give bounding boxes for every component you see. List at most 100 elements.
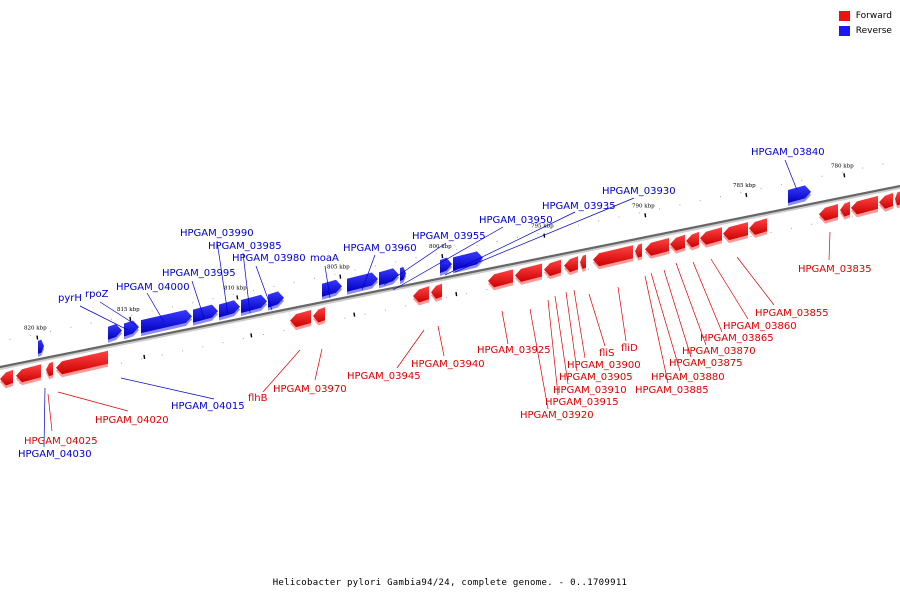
tick-label: 805 kbp — [327, 265, 350, 271]
forward-gene-label[interactable]: HPGAM_03875 — [669, 358, 743, 369]
reverse-gene[interactable] — [38, 339, 44, 357]
reverse-gene[interactable] — [788, 185, 811, 207]
forward-gene-label[interactable]: HPGAM_03945 — [347, 371, 421, 382]
reverse-gene-label[interactable]: HPGAM_04030 — [18, 449, 92, 460]
forward-gene[interactable] — [544, 259, 561, 280]
forward-gene[interactable] — [313, 307, 325, 326]
reverse-gene-label[interactable]: HPGAM_03980 — [232, 253, 306, 264]
reverse-gene-label[interactable]: HPGAM_03950 — [479, 215, 553, 226]
reverse-gene[interactable] — [219, 300, 240, 321]
forward-gene-label[interactable]: fliD — [621, 343, 638, 354]
forward-gene[interactable] — [16, 364, 41, 386]
reverse-gene[interactable] — [268, 291, 284, 311]
forward-leader-line — [828, 231, 831, 261]
reverse-gene-label[interactable]: HPGAM_04000 — [116, 282, 190, 293]
gene-arrow — [840, 201, 850, 217]
reverse-gene[interactable] — [322, 279, 342, 300]
gene-arrow — [108, 323, 122, 340]
reverse-leader-line — [43, 387, 46, 448]
reverse-gene-label[interactable]: HPGAM_03955 — [412, 231, 486, 242]
gene-arrow — [141, 309, 192, 334]
forward-gene-label[interactable]: HPGAM_03865 — [700, 333, 774, 344]
forward-gene[interactable] — [749, 218, 767, 238]
gene-arrow — [268, 291, 284, 308]
reverse-gene[interactable] — [347, 272, 378, 295]
genome-caption: Helicobacter pylori Gambia94/24, complet… — [272, 578, 628, 588]
forward-gene[interactable] — [645, 237, 669, 259]
gene-arrow — [0, 369, 13, 386]
forward-gene[interactable] — [0, 369, 13, 389]
reverse-gene[interactable] — [400, 266, 406, 285]
forward-gene-label[interactable]: HPGAM_03970 — [273, 384, 347, 395]
forward-gene-label[interactable]: HPGAM_03940 — [411, 359, 485, 370]
reverse-gene-label[interactable]: HPGAM_03985 — [208, 241, 282, 252]
reverse-gene-label[interactable]: moaA — [310, 253, 339, 264]
forward-gene[interactable] — [723, 222, 748, 244]
forward-gene[interactable] — [515, 263, 542, 285]
forward-gene[interactable] — [670, 234, 685, 254]
forward-gene-label[interactable]: HPGAM_03910 — [553, 385, 627, 396]
forward-gene-label[interactable]: HPGAM_04020 — [95, 415, 169, 426]
forward-gene[interactable] — [635, 243, 642, 261]
forward-gene[interactable] — [895, 191, 900, 209]
forward-gene[interactable] — [488, 269, 513, 291]
forward-gene[interactable] — [700, 227, 722, 248]
forward-gene[interactable] — [580, 254, 586, 272]
forward-gene[interactable] — [593, 245, 633, 270]
forward-gene-label[interactable]: HPGAM_03925 — [477, 345, 551, 356]
reverse-gene[interactable] — [440, 257, 452, 277]
forward-leader-line — [396, 329, 425, 369]
forward-leader-line — [573, 289, 586, 359]
forward-gene[interactable] — [56, 350, 108, 378]
forward-gene-label[interactable]: HPGAM_03860 — [723, 321, 797, 332]
forward-gene-label[interactable]: HPGAM_03915 — [545, 397, 619, 408]
forward-gene[interactable] — [46, 361, 53, 380]
forward-gene[interactable] — [819, 203, 838, 224]
forward-gene[interactable] — [564, 256, 578, 276]
forward-gene-label[interactable]: HPGAM_03835 — [798, 264, 872, 275]
forward-leader-line — [710, 258, 749, 320]
tick-mark-lower — [250, 333, 253, 338]
reverse-leader-line — [383, 242, 447, 286]
reverse-gene-label[interactable]: HPGAM_03840 — [751, 147, 825, 158]
reverse-gene-label[interactable]: pyrH — [58, 293, 82, 304]
reverse-leader-line — [216, 240, 229, 316]
forward-gene-label[interactable]: flhB — [248, 393, 268, 404]
gene-arrow — [580, 254, 586, 269]
forward-gene[interactable] — [413, 286, 429, 306]
reverse-leader-line — [146, 292, 165, 323]
reverse-gene-label[interactable]: HPGAM_03990 — [180, 228, 254, 239]
gene-arrow — [322, 279, 342, 297]
tick-label: 780 kbp — [831, 163, 854, 169]
forward-gene-label[interactable]: fliS — [599, 348, 614, 359]
reverse-gene[interactable] — [241, 294, 267, 317]
tick-mark-upper — [441, 254, 444, 259]
forward-gene-label[interactable]: HPGAM_03920 — [520, 410, 594, 421]
forward-gene[interactable] — [431, 283, 442, 302]
reverse-gene[interactable] — [379, 268, 399, 289]
forward-gene-label[interactable]: HPGAM_03885 — [635, 385, 709, 396]
forward-gene[interactable] — [290, 309, 311, 331]
reverse-gene-label[interactable]: HPGAM_03960 — [343, 243, 417, 254]
forward-gene-label[interactable]: HPGAM_04025 — [24, 436, 98, 447]
forward-gene[interactable] — [879, 192, 893, 212]
forward-gene-label[interactable]: HPGAM_03900 — [567, 360, 641, 371]
gene-labels: HPGAM_04025HPGAM_04020flhBHPGAM_03970HPG… — [18, 147, 872, 460]
forward-gene[interactable] — [851, 195, 878, 218]
reverse-gene-label[interactable]: HPGAM_03930 — [602, 186, 676, 197]
forward-gene-label[interactable]: HPGAM_03870 — [682, 346, 756, 357]
reverse-gene-label[interactable]: HPGAM_04015 — [171, 401, 245, 412]
reverse-gene[interactable] — [108, 323, 122, 343]
forward-gene[interactable] — [840, 201, 850, 220]
reverse-gene-label[interactable]: HPGAM_03995 — [162, 268, 236, 279]
forward-gene-label[interactable]: HPGAM_03905 — [559, 372, 633, 383]
forward-gene-label[interactable]: HPGAM_03855 — [755, 308, 829, 319]
reverse-gene[interactable] — [193, 304, 218, 326]
reverse-gene-label[interactable]: rpoZ — [85, 289, 109, 300]
forward-gene[interactable] — [686, 231, 699, 251]
reverse-gene[interactable] — [141, 309, 192, 337]
reverse-gene-label[interactable]: HPGAM_03935 — [542, 201, 616, 212]
reverse-gene[interactable] — [124, 320, 139, 340]
forward-gene-label[interactable]: HPGAM_03880 — [651, 372, 725, 383]
